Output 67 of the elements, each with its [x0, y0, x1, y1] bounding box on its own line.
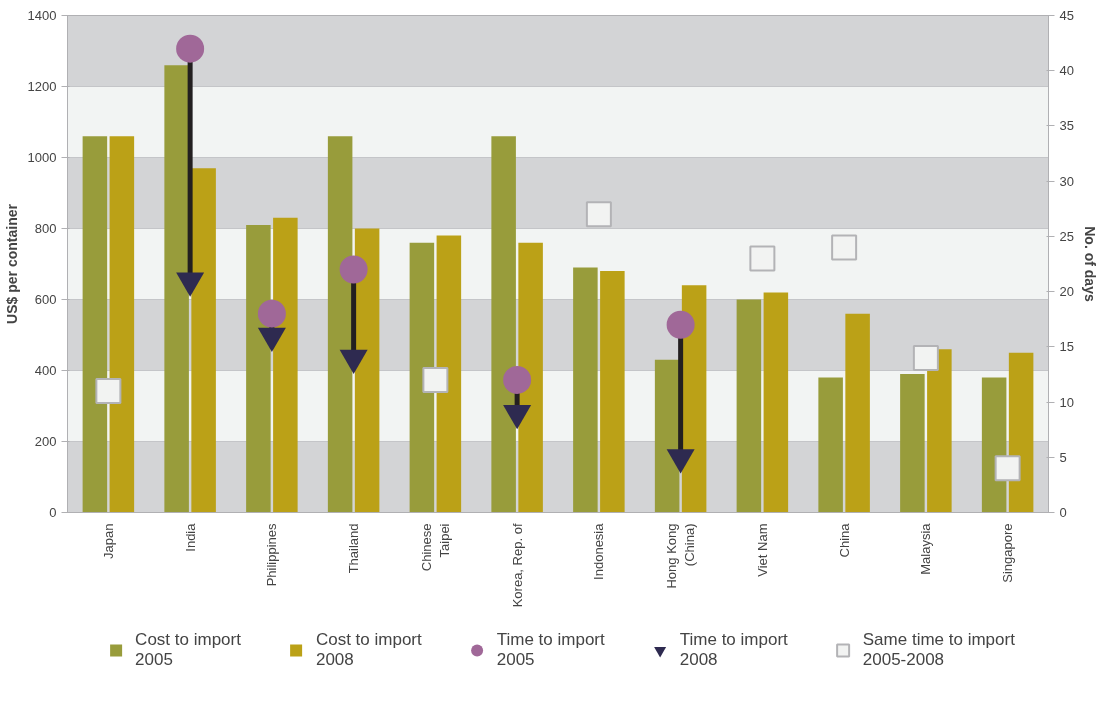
y2-tick-label: 40: [1059, 63, 1074, 79]
x-tick-label: Japan: [100, 523, 116, 559]
x-tick-label: Thailand: [346, 523, 362, 574]
y2-tick-label: 5: [1059, 449, 1067, 465]
y2-tick-label: 45: [1059, 8, 1074, 23]
bar: [491, 136, 516, 513]
y2-tick-label: 0: [1059, 505, 1067, 520]
y-tick-label: 200: [34, 434, 57, 449]
point: [176, 34, 205, 63]
bar: [191, 168, 216, 513]
y2-axis-title: No. of days: [1081, 226, 1098, 302]
x-tick-label: Hong Kong (China): [664, 523, 698, 589]
point: [503, 365, 532, 394]
x-tick-label: Chinese Taipei: [418, 523, 452, 572]
y-tick-label: 1400: [27, 8, 57, 23]
bar: [164, 65, 189, 513]
y2-tick-label: 15: [1059, 339, 1074, 355]
y-axis-title: US$ per container: [3, 203, 20, 324]
y2-tick-label: 30: [1059, 173, 1074, 189]
bar: [436, 235, 462, 513]
bar: [927, 349, 952, 513]
y-tick-label: 600: [34, 292, 57, 307]
x-tick-label: Philippines: [264, 523, 280, 587]
legend-label: Time to import 2005: [496, 630, 605, 670]
bar: [600, 271, 625, 513]
x-tick-label: China: [836, 522, 852, 558]
y-tick-label: 0: [49, 505, 57, 520]
bar: [109, 136, 135, 513]
point: [912, 344, 939, 371]
y-tick-label: 1000: [27, 150, 57, 165]
bar: [327, 136, 353, 513]
point: [585, 201, 612, 228]
y2-tick-label: 10: [1059, 394, 1074, 410]
point: [422, 366, 449, 393]
y2-tick-label: 25: [1059, 228, 1074, 244]
y-tick-label: 400: [34, 363, 57, 378]
bar: [573, 267, 598, 513]
x-tick-label: Korea, Rep. of: [509, 523, 525, 608]
legend-label: Same time to import 2005-2008: [862, 630, 1015, 670]
bar: [845, 313, 870, 513]
x-tick-label: Viet Nam: [754, 523, 770, 577]
x-tick-label: India: [182, 522, 198, 552]
legend-label: Cost to import 2008: [315, 630, 422, 670]
y-tick-label: 800: [34, 221, 57, 236]
bar: [900, 374, 925, 513]
y-tick-label: 1200: [27, 79, 57, 94]
y2-tick-label: 20: [1059, 284, 1074, 300]
bar: [246, 224, 271, 513]
bar: [763, 292, 789, 513]
bar: [354, 228, 380, 513]
y2-tick-label: 35: [1059, 118, 1074, 134]
bar: [273, 217, 298, 513]
point: [666, 310, 695, 339]
bar: [818, 377, 843, 513]
x-tick-label: Malaysia: [918, 522, 934, 575]
x-tick-label: Singapore: [1000, 523, 1016, 583]
legend-label: Time to import 2008: [679, 630, 788, 670]
point: [994, 455, 1021, 482]
point: [339, 255, 368, 284]
bar: [82, 136, 108, 513]
bar: [736, 299, 762, 513]
x-tick-label: Indonesia: [591, 522, 607, 580]
legend-label: Cost to import 2005: [135, 630, 241, 670]
bar: [409, 242, 435, 513]
point: [257, 299, 286, 328]
point: [95, 378, 122, 405]
bar: [518, 242, 543, 513]
